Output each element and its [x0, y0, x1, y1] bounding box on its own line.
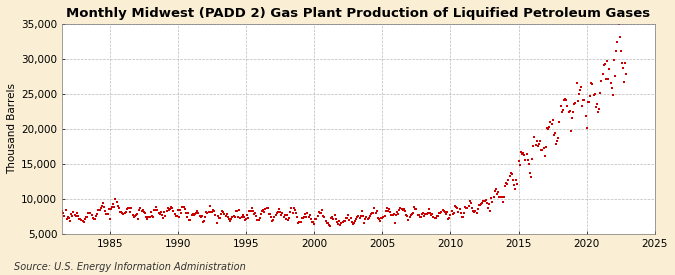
Y-axis label: Thousand Barrels: Thousand Barrels: [7, 83, 17, 174]
Text: Source: U.S. Energy Information Administration: Source: U.S. Energy Information Administ…: [14, 262, 245, 272]
Title: Monthly Midwest (PADD 2) Gas Plant Production of Liquified Petroleum Gases: Monthly Midwest (PADD 2) Gas Plant Produ…: [66, 7, 651, 20]
